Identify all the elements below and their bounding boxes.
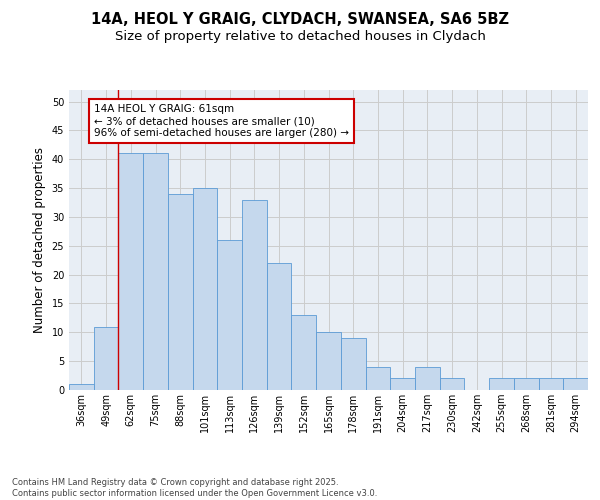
Bar	[341, 338, 365, 390]
Bar	[69, 384, 94, 390]
Bar	[563, 378, 588, 390]
Bar	[316, 332, 341, 390]
Bar	[193, 188, 217, 390]
Bar	[514, 378, 539, 390]
Bar	[94, 326, 118, 390]
Text: 14A HEOL Y GRAIG: 61sqm
← 3% of detached houses are smaller (10)
96% of semi-det: 14A HEOL Y GRAIG: 61sqm ← 3% of detached…	[94, 104, 349, 138]
Bar	[143, 154, 168, 390]
Bar	[539, 378, 563, 390]
Bar	[365, 367, 390, 390]
Bar	[440, 378, 464, 390]
Bar	[242, 200, 267, 390]
Bar	[390, 378, 415, 390]
Bar	[217, 240, 242, 390]
Bar	[415, 367, 440, 390]
Bar	[267, 263, 292, 390]
Bar	[292, 315, 316, 390]
Bar	[489, 378, 514, 390]
Bar	[118, 154, 143, 390]
Text: Size of property relative to detached houses in Clydach: Size of property relative to detached ho…	[115, 30, 485, 43]
Text: 14A, HEOL Y GRAIG, CLYDACH, SWANSEA, SA6 5BZ: 14A, HEOL Y GRAIG, CLYDACH, SWANSEA, SA6…	[91, 12, 509, 28]
Text: Contains HM Land Registry data © Crown copyright and database right 2025.
Contai: Contains HM Land Registry data © Crown c…	[12, 478, 377, 498]
Y-axis label: Number of detached properties: Number of detached properties	[33, 147, 46, 333]
Bar	[168, 194, 193, 390]
